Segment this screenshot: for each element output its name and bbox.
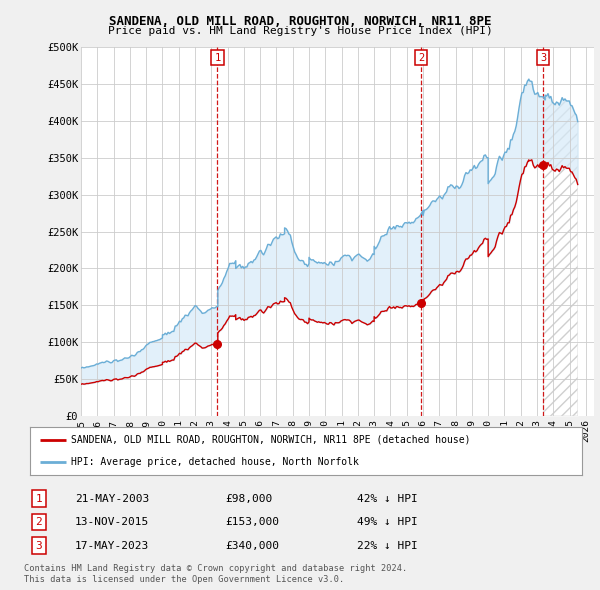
Text: 2: 2	[35, 517, 43, 527]
Text: SANDENA, OLD MILL ROAD, ROUGHTON, NORWICH, NR11 8PE (detached house): SANDENA, OLD MILL ROAD, ROUGHTON, NORWIC…	[71, 435, 471, 445]
Text: 17-MAY-2023: 17-MAY-2023	[75, 541, 149, 550]
Text: This data is licensed under the Open Government Licence v3.0.: This data is licensed under the Open Gov…	[24, 575, 344, 584]
Text: 1: 1	[214, 53, 221, 63]
Text: Contains HM Land Registry data © Crown copyright and database right 2024.: Contains HM Land Registry data © Crown c…	[24, 565, 407, 573]
Text: Price paid vs. HM Land Registry's House Price Index (HPI): Price paid vs. HM Land Registry's House …	[107, 26, 493, 36]
Text: 22% ↓ HPI: 22% ↓ HPI	[357, 541, 418, 550]
Text: 13-NOV-2015: 13-NOV-2015	[75, 517, 149, 527]
Text: 21-MAY-2003: 21-MAY-2003	[75, 494, 149, 503]
Text: HPI: Average price, detached house, North Norfolk: HPI: Average price, detached house, Nort…	[71, 457, 359, 467]
Text: SANDENA, OLD MILL ROAD, ROUGHTON, NORWICH, NR11 8PE: SANDENA, OLD MILL ROAD, ROUGHTON, NORWIC…	[109, 15, 491, 28]
Text: 3: 3	[35, 541, 43, 550]
Text: 1: 1	[35, 494, 43, 503]
Text: £98,000: £98,000	[225, 494, 272, 503]
Text: 3: 3	[540, 53, 547, 63]
Text: £340,000: £340,000	[225, 541, 279, 550]
Text: 42% ↓ HPI: 42% ↓ HPI	[357, 494, 418, 503]
Text: 49% ↓ HPI: 49% ↓ HPI	[357, 517, 418, 527]
Text: 2: 2	[418, 53, 424, 63]
Text: £153,000: £153,000	[225, 517, 279, 527]
